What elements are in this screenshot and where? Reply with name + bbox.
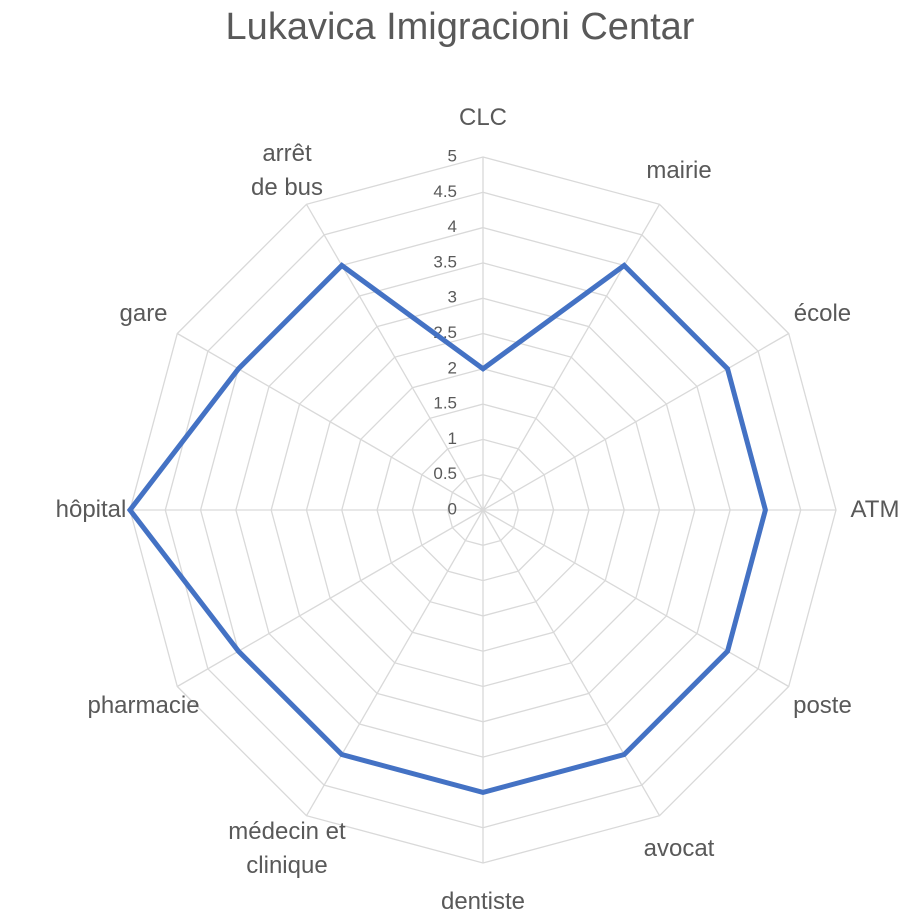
tick-label: 3 [448,288,457,307]
category-label: avocat [643,835,715,863]
spoke [176,509,484,688]
tick-label: 0.5 [433,464,457,483]
tick-label: 3.5 [433,252,457,271]
category-label: CLC [458,104,508,131]
category-label: ATM [850,496,900,523]
category-label: dentiste [440,888,526,915]
tick-label: 4 [448,217,457,236]
category-label: médecin et clinique [228,818,346,880]
tick-label: 4.5 [433,182,457,201]
tick-label: 0 [448,499,457,518]
category-label: poste [793,692,852,719]
category-label: mairie [646,156,712,184]
category-label: arrêt de bus [250,139,324,201]
category-label: hôpital [55,496,127,523]
category-label: gare [119,300,168,327]
spoke [176,332,484,511]
chart-title: Lukavica Imigracioni Centar [225,6,695,48]
category-label: pharmacie [87,692,200,719]
spoke [482,203,661,511]
tick-label: 1.5 [433,394,457,413]
spoke [305,203,484,511]
tick-label: 2 [448,358,457,377]
tick-label: 5 [448,146,457,165]
spoke [482,509,790,688]
series-line [126,262,768,795]
spoke [482,332,790,511]
spoke [305,509,484,817]
tick-label: 1 [448,429,457,448]
category-label: école [793,300,852,327]
spoke [482,509,661,817]
